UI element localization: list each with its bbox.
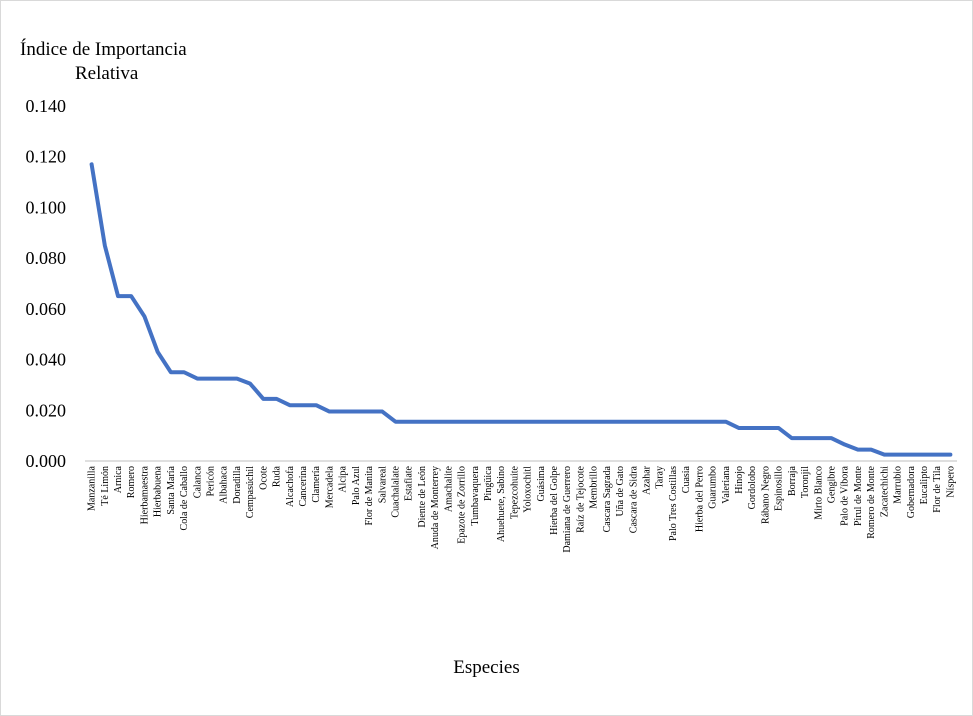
x-tick-label: Cancerina [298, 465, 309, 506]
x-tick-label: Tepezcohuite [509, 465, 520, 519]
x-tick-label: Níspero [945, 466, 956, 498]
x-tick-label: Calanca [192, 465, 203, 498]
x-tick-label: Doradilla [232, 465, 243, 503]
x-tick-label: Toronjil [800, 466, 811, 498]
x-tick-label: Anuda de Monterrey [430, 466, 441, 549]
x-tick-label: Hierba del Perro [694, 466, 705, 532]
series-line [89, 162, 953, 457]
x-tick-label: Hinojo [734, 466, 745, 494]
y-tick-label: 0.060 [26, 299, 67, 319]
x-tick-label: Ruda [272, 465, 283, 487]
x-tick-label: Té Limón [100, 466, 111, 506]
x-tick-label: Cempasúchil [245, 466, 256, 518]
x-tick-label: Valeriana [721, 465, 732, 503]
x-tick-label: Manzanilla [87, 465, 98, 511]
x-tick-label: Amachalite [443, 465, 454, 512]
x-tick-label: Eucalipto [919, 466, 930, 504]
x-tick-label: Marrubio [893, 466, 904, 504]
y-tick-label: 0.140 [26, 96, 67, 116]
y-tick-label: 0.000 [26, 451, 67, 471]
x-tick-label: Clamería [311, 465, 322, 502]
x-tick-label: Hierba del Golpe [549, 465, 560, 534]
x-tick-label: Alcachofa [285, 465, 296, 507]
x-tick-label: Membrillo [589, 466, 600, 509]
x-tick-label: Taray [655, 466, 666, 489]
y-tick-label: 0.100 [26, 197, 67, 217]
y-tick-label: 0.120 [26, 147, 67, 167]
x-tick-label: Zacatechichi [879, 466, 890, 517]
y-axis-label-line1: Índice de Importancia [20, 39, 187, 60]
x-tick-label: Alcipa [338, 465, 349, 492]
x-tick-label: Ocote [258, 465, 269, 489]
y-tick-label: 0.020 [26, 400, 67, 420]
x-tick-label: Pirul de Monte [853, 465, 864, 526]
x-tick-label: Gordolobo [747, 466, 758, 509]
x-tick-label: Palo de Víbora [840, 465, 851, 525]
x-tick-label: Flor de Tila [932, 465, 943, 512]
x-tick-label: Ahuehuete, Sabino [496, 466, 507, 542]
y-axis-label-line2: Relativa [75, 63, 139, 84]
x-tick-label: Rábano Negro [760, 466, 771, 524]
x-tick-label: Raíz de Tejocote [575, 465, 586, 532]
x-tick-label: Romero [126, 466, 137, 498]
x-tick-label: Cascara de Sidra [628, 465, 639, 533]
x-tick-label: Guásima [536, 465, 547, 501]
x-tick-label: Hierbabuena [153, 465, 164, 517]
x-tick-label: Uña de Gato [615, 466, 626, 517]
x-tick-label: Palo Azul [351, 466, 362, 505]
x-axis-label: Especies [453, 657, 520, 678]
x-tick-label: Cuachalalate [390, 465, 401, 517]
x-tick-label: Diente de León [417, 466, 428, 528]
x-tick-label: Tumbavaquera [470, 465, 481, 525]
x-tick-label: Palo Tres Costillas [668, 466, 679, 541]
x-tick-label: Yoloxochitl [523, 466, 534, 513]
x-tick-label: Espinosillo [774, 466, 785, 511]
x-tick-label: Mercadela [324, 465, 335, 508]
x-tick-label: Cascara Sagrada [602, 465, 613, 532]
x-tick-label: Cola de Caballo [179, 466, 190, 530]
x-tick-label: Hierbamaestra [139, 465, 150, 524]
x-tick-label: Guarumbo [708, 466, 719, 509]
x-tick-labels: Manzanilla Té Limón Arnica Romero Hierbamaes… [87, 465, 957, 552]
x-tick-label: Estafiate [404, 465, 415, 501]
x-tick-label: Azahar [642, 465, 653, 495]
x-tick-label: Arnica [113, 465, 124, 493]
x-tick-label: Cuasia [681, 465, 692, 493]
x-tick-label: Santa María [166, 465, 177, 514]
x-tick-label: Borraja [787, 465, 798, 496]
x-tick-label: Pericón [206, 466, 217, 497]
y-tick-labels: 0.000 0.020 0.040 0.060 0.080 0.100 0.120 0.140 [26, 96, 67, 471]
x-tick-label: Damiana de Guerrero [562, 466, 573, 553]
x-tick-label: Gengibre [826, 465, 837, 503]
x-tick-label: Epazote de Zorrillo [457, 466, 468, 544]
y-tick-label: 0.080 [26, 248, 67, 268]
y-tick-label: 0.040 [26, 350, 67, 370]
x-tick-label: Salvareal [377, 466, 388, 503]
x-tick-label: Romero de Monte [866, 465, 877, 538]
x-tick-label: Albahaca [219, 465, 230, 503]
x-tick-label: Pingüica [483, 465, 494, 501]
x-tick-label: Mirto Blanco [813, 466, 824, 520]
x-tick-label: Gobernadora [906, 465, 917, 518]
x-tick-label: Flor de Manita [364, 465, 375, 525]
